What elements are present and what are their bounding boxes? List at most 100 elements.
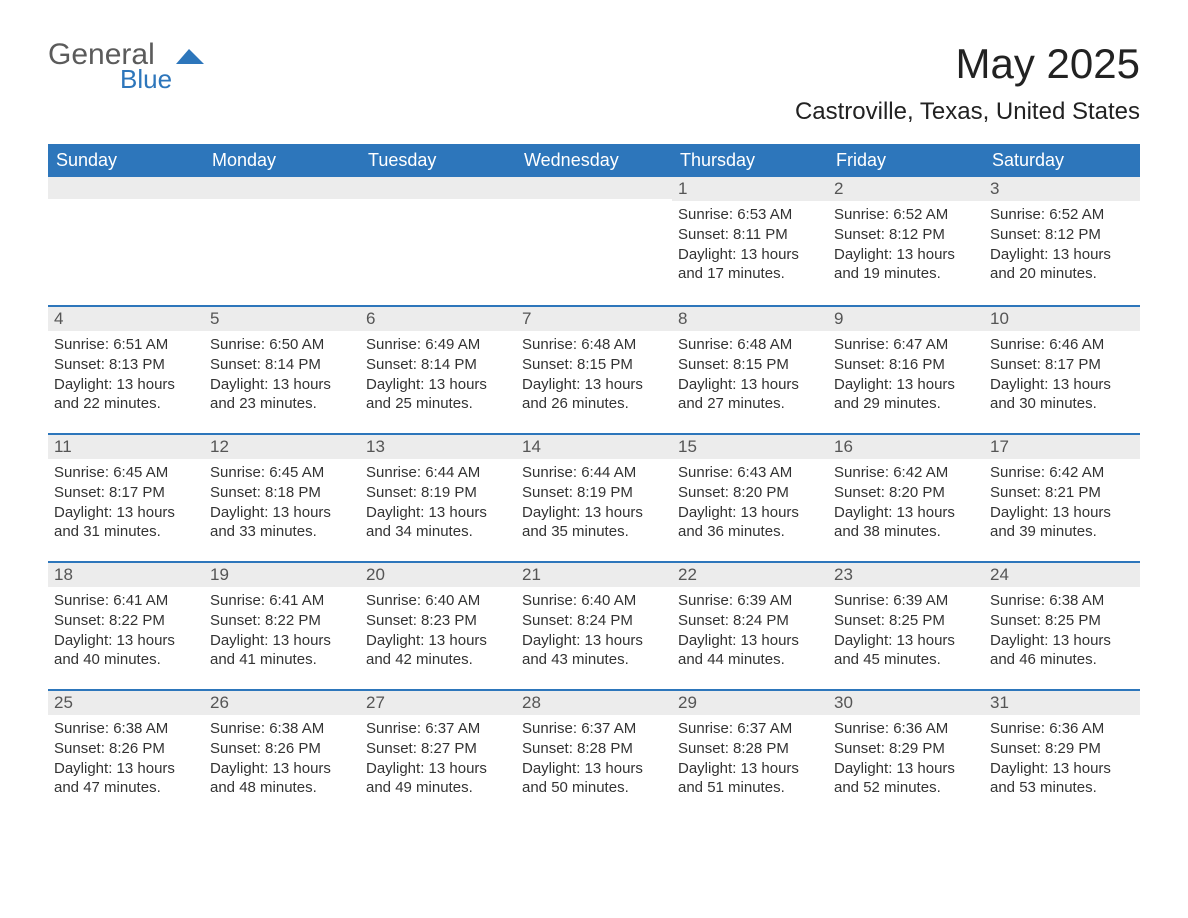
weekday-header: Tuesday	[360, 144, 516, 177]
day-body	[360, 199, 516, 217]
sunrise-text: Sunrise: 6:42 AM	[990, 463, 1134, 483]
sunrise-text: Sunrise: 6:48 AM	[678, 335, 822, 355]
day-number: 7	[516, 307, 672, 331]
daylight-text: Daylight: 13 hours and 41 minutes.	[210, 631, 354, 671]
day-number	[360, 177, 516, 199]
sunrise-text: Sunrise: 6:52 AM	[834, 205, 978, 225]
week-row: 18Sunrise: 6:41 AMSunset: 8:22 PMDayligh…	[48, 561, 1140, 689]
day-cell: 28Sunrise: 6:37 AMSunset: 8:28 PMDayligh…	[516, 691, 672, 817]
day-body: Sunrise: 6:38 AMSunset: 8:25 PMDaylight:…	[984, 587, 1140, 684]
day-body: Sunrise: 6:37 AMSunset: 8:28 PMDaylight:…	[672, 715, 828, 812]
day-number: 24	[984, 563, 1140, 587]
sunset-text: Sunset: 8:14 PM	[366, 355, 510, 375]
title-block: May 2025 Castroville, Texas, United Stat…	[795, 40, 1140, 126]
sunrise-text: Sunrise: 6:42 AM	[834, 463, 978, 483]
sunrise-text: Sunrise: 6:52 AM	[990, 205, 1134, 225]
day-number: 31	[984, 691, 1140, 715]
day-number: 5	[204, 307, 360, 331]
weekday-header: Saturday	[984, 144, 1140, 177]
weekday-header-row: SundayMondayTuesdayWednesdayThursdayFrid…	[48, 144, 1140, 177]
sunrise-text: Sunrise: 6:39 AM	[678, 591, 822, 611]
day-number	[204, 177, 360, 199]
day-body: Sunrise: 6:40 AMSunset: 8:23 PMDaylight:…	[360, 587, 516, 684]
daylight-text: Daylight: 13 hours and 51 minutes.	[678, 759, 822, 799]
day-number: 25	[48, 691, 204, 715]
day-cell: 13Sunrise: 6:44 AMSunset: 8:19 PMDayligh…	[360, 435, 516, 561]
day-cell	[48, 177, 204, 305]
sunset-text: Sunset: 8:17 PM	[54, 483, 198, 503]
day-cell	[204, 177, 360, 305]
sunrise-text: Sunrise: 6:45 AM	[210, 463, 354, 483]
daylight-text: Daylight: 13 hours and 17 minutes.	[678, 245, 822, 285]
sunrise-text: Sunrise: 6:41 AM	[54, 591, 198, 611]
sunset-text: Sunset: 8:27 PM	[366, 739, 510, 759]
logo: General Blue	[48, 40, 212, 92]
sunset-text: Sunset: 8:28 PM	[522, 739, 666, 759]
day-cell: 29Sunrise: 6:37 AMSunset: 8:28 PMDayligh…	[672, 691, 828, 817]
day-cell: 20Sunrise: 6:40 AMSunset: 8:23 PMDayligh…	[360, 563, 516, 689]
daylight-text: Daylight: 13 hours and 20 minutes.	[990, 245, 1134, 285]
sunrise-text: Sunrise: 6:46 AM	[990, 335, 1134, 355]
day-body: Sunrise: 6:42 AMSunset: 8:20 PMDaylight:…	[828, 459, 984, 556]
day-number: 20	[360, 563, 516, 587]
daylight-text: Daylight: 13 hours and 48 minutes.	[210, 759, 354, 799]
sunset-text: Sunset: 8:26 PM	[210, 739, 354, 759]
daylight-text: Daylight: 13 hours and 44 minutes.	[678, 631, 822, 671]
day-number: 6	[360, 307, 516, 331]
day-cell: 8Sunrise: 6:48 AMSunset: 8:15 PMDaylight…	[672, 307, 828, 433]
day-cell: 23Sunrise: 6:39 AMSunset: 8:25 PMDayligh…	[828, 563, 984, 689]
sunrise-text: Sunrise: 6:37 AM	[522, 719, 666, 739]
daylight-text: Daylight: 13 hours and 42 minutes.	[366, 631, 510, 671]
calendar: SundayMondayTuesdayWednesdayThursdayFrid…	[48, 144, 1140, 817]
day-number: 3	[984, 177, 1140, 201]
location-text: Castroville, Texas, United States	[795, 98, 1140, 126]
day-body: Sunrise: 6:48 AMSunset: 8:15 PMDaylight:…	[672, 331, 828, 428]
day-body: Sunrise: 6:44 AMSunset: 8:19 PMDaylight:…	[360, 459, 516, 556]
day-cell: 30Sunrise: 6:36 AMSunset: 8:29 PMDayligh…	[828, 691, 984, 817]
day-cell: 27Sunrise: 6:37 AMSunset: 8:27 PMDayligh…	[360, 691, 516, 817]
day-cell	[516, 177, 672, 305]
day-body: Sunrise: 6:49 AMSunset: 8:14 PMDaylight:…	[360, 331, 516, 428]
weekday-header: Monday	[204, 144, 360, 177]
week-row: 4Sunrise: 6:51 AMSunset: 8:13 PMDaylight…	[48, 305, 1140, 433]
day-body: Sunrise: 6:37 AMSunset: 8:28 PMDaylight:…	[516, 715, 672, 812]
weekday-header: Thursday	[672, 144, 828, 177]
daylight-text: Daylight: 13 hours and 47 minutes.	[54, 759, 198, 799]
sunrise-text: Sunrise: 6:47 AM	[834, 335, 978, 355]
day-body: Sunrise: 6:48 AMSunset: 8:15 PMDaylight:…	[516, 331, 672, 428]
day-body: Sunrise: 6:41 AMSunset: 8:22 PMDaylight:…	[48, 587, 204, 684]
daylight-text: Daylight: 13 hours and 25 minutes.	[366, 375, 510, 415]
day-cell: 26Sunrise: 6:38 AMSunset: 8:26 PMDayligh…	[204, 691, 360, 817]
daylight-text: Daylight: 13 hours and 49 minutes.	[366, 759, 510, 799]
day-cell: 6Sunrise: 6:49 AMSunset: 8:14 PMDaylight…	[360, 307, 516, 433]
day-cell: 14Sunrise: 6:44 AMSunset: 8:19 PMDayligh…	[516, 435, 672, 561]
sunset-text: Sunset: 8:20 PM	[834, 483, 978, 503]
day-body: Sunrise: 6:53 AMSunset: 8:11 PMDaylight:…	[672, 201, 828, 298]
day-cell: 12Sunrise: 6:45 AMSunset: 8:18 PMDayligh…	[204, 435, 360, 561]
day-body: Sunrise: 6:39 AMSunset: 8:25 PMDaylight:…	[828, 587, 984, 684]
day-body: Sunrise: 6:50 AMSunset: 8:14 PMDaylight:…	[204, 331, 360, 428]
day-number: 4	[48, 307, 204, 331]
day-cell: 2Sunrise: 6:52 AMSunset: 8:12 PMDaylight…	[828, 177, 984, 305]
day-cell: 31Sunrise: 6:36 AMSunset: 8:29 PMDayligh…	[984, 691, 1140, 817]
day-cell: 18Sunrise: 6:41 AMSunset: 8:22 PMDayligh…	[48, 563, 204, 689]
day-number: 12	[204, 435, 360, 459]
daylight-text: Daylight: 13 hours and 26 minutes.	[522, 375, 666, 415]
daylight-text: Daylight: 13 hours and 27 minutes.	[678, 375, 822, 415]
day-number: 19	[204, 563, 360, 587]
sunset-text: Sunset: 8:22 PM	[54, 611, 198, 631]
sunset-text: Sunset: 8:22 PM	[210, 611, 354, 631]
day-body: Sunrise: 6:41 AMSunset: 8:22 PMDaylight:…	[204, 587, 360, 684]
sunrise-text: Sunrise: 6:40 AM	[522, 591, 666, 611]
daylight-text: Daylight: 13 hours and 52 minutes.	[834, 759, 978, 799]
day-number: 9	[828, 307, 984, 331]
daylight-text: Daylight: 13 hours and 23 minutes.	[210, 375, 354, 415]
day-number: 23	[828, 563, 984, 587]
day-body: Sunrise: 6:38 AMSunset: 8:26 PMDaylight:…	[48, 715, 204, 812]
logo-blue-text: Blue	[120, 66, 172, 92]
sunset-text: Sunset: 8:17 PM	[990, 355, 1134, 375]
day-body: Sunrise: 6:43 AMSunset: 8:20 PMDaylight:…	[672, 459, 828, 556]
daylight-text: Daylight: 13 hours and 30 minutes.	[990, 375, 1134, 415]
week-row: 25Sunrise: 6:38 AMSunset: 8:26 PMDayligh…	[48, 689, 1140, 817]
sunset-text: Sunset: 8:14 PM	[210, 355, 354, 375]
